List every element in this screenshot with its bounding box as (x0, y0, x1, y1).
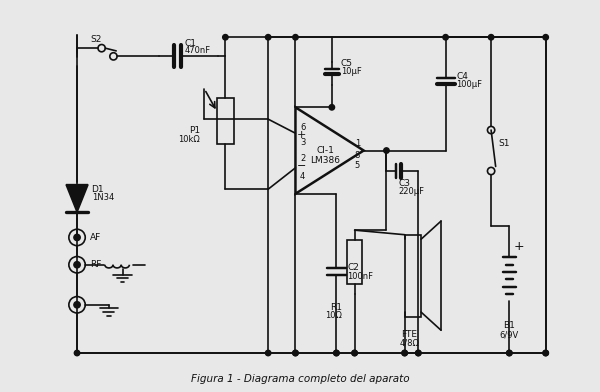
Circle shape (488, 34, 494, 40)
Text: LM386: LM386 (310, 156, 340, 165)
Circle shape (74, 350, 80, 356)
Text: AF: AF (90, 233, 101, 242)
Text: 100μF: 100μF (457, 80, 482, 89)
Circle shape (334, 350, 339, 356)
Text: C5: C5 (341, 59, 353, 68)
Circle shape (352, 350, 358, 356)
Circle shape (416, 350, 421, 356)
Circle shape (293, 350, 298, 356)
Text: −: − (297, 161, 307, 171)
Text: 6: 6 (300, 123, 305, 132)
Circle shape (74, 301, 80, 308)
Text: C2: C2 (347, 263, 359, 272)
Circle shape (402, 350, 407, 356)
Text: 10Ω: 10Ω (325, 311, 342, 320)
Text: R1: R1 (330, 303, 342, 312)
Circle shape (265, 350, 271, 356)
Text: 5: 5 (355, 161, 360, 170)
Circle shape (293, 350, 298, 356)
Bar (404, 235, 421, 317)
Circle shape (265, 34, 271, 40)
Bar (347, 240, 362, 284)
Text: C1: C1 (184, 39, 196, 48)
Text: C4: C4 (457, 72, 469, 81)
Text: 1: 1 (355, 139, 360, 148)
Text: 1N34: 1N34 (92, 193, 114, 202)
Bar (268, 37, 546, 353)
Text: 6/9V: 6/9V (500, 330, 519, 339)
Circle shape (506, 350, 512, 356)
Circle shape (506, 350, 512, 356)
Text: +: + (297, 130, 307, 140)
Polygon shape (66, 185, 88, 212)
Circle shape (334, 350, 339, 356)
Text: 10μF: 10μF (341, 67, 362, 76)
Text: RF: RF (90, 260, 101, 269)
Text: S2: S2 (91, 34, 102, 44)
Text: C3: C3 (398, 179, 410, 188)
Circle shape (416, 350, 421, 356)
Text: Figura 1 - Diagrama completo del aparato: Figura 1 - Diagrama completo del aparato (191, 374, 409, 384)
Text: P1: P1 (189, 125, 200, 134)
Text: 2: 2 (300, 154, 305, 163)
Circle shape (402, 350, 407, 356)
Circle shape (74, 261, 80, 268)
Text: 470nF: 470nF (184, 46, 211, 55)
Circle shape (329, 105, 335, 110)
Circle shape (543, 350, 548, 356)
Text: S1: S1 (499, 139, 510, 148)
Circle shape (352, 350, 358, 356)
Text: CI-1: CI-1 (316, 146, 334, 155)
Text: 3: 3 (300, 138, 305, 147)
Circle shape (443, 34, 448, 40)
Text: 100nF: 100nF (347, 272, 373, 281)
Text: D1: D1 (92, 185, 104, 194)
Circle shape (74, 234, 80, 241)
Text: 220μF: 220μF (398, 187, 424, 196)
Text: +: + (514, 240, 524, 253)
Text: 4: 4 (300, 172, 305, 181)
Text: 10kΩ: 10kΩ (178, 135, 200, 143)
Circle shape (543, 350, 548, 356)
Text: 8: 8 (355, 151, 360, 160)
Text: 4/8Ω: 4/8Ω (399, 339, 419, 347)
Circle shape (223, 34, 228, 40)
Text: FTE: FTE (401, 330, 417, 339)
Circle shape (293, 34, 298, 40)
Text: B1: B1 (503, 321, 515, 330)
Circle shape (543, 34, 548, 40)
Circle shape (384, 148, 389, 153)
Bar (217, 98, 233, 144)
